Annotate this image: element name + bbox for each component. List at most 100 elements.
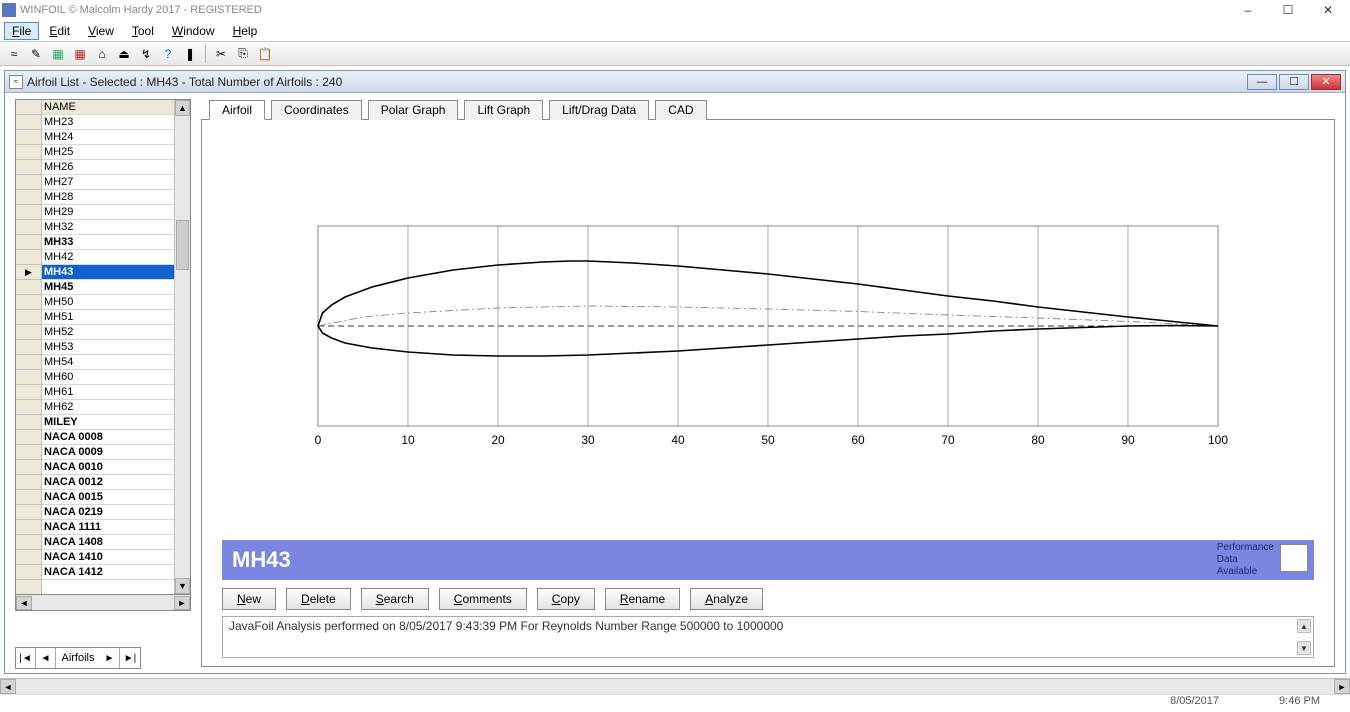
list-item[interactable]: MH52 [42, 325, 174, 340]
mdi-maximize-button[interactable]: ☐ [1279, 74, 1309, 90]
list-horizontal-scrollbar[interactable]: ◄ ► [15, 595, 191, 611]
list-item[interactable]: MH23 [42, 115, 174, 130]
nav-prev-button[interactable]: ◄ [36, 648, 56, 668]
list-item[interactable]: NACA 0009 [42, 445, 174, 460]
list-item[interactable]: MH29 [42, 205, 174, 220]
status-scroll-up[interactable]: ▲ [1297, 619, 1311, 633]
new-button[interactable]: New [222, 588, 276, 610]
status-textbox: JavaFoil Analysis performed on 8/05/2017… [222, 616, 1314, 658]
list-item[interactable]: MH45 [42, 280, 174, 295]
list-item[interactable]: MH27 [42, 175, 174, 190]
toolbar-copy-button[interactable]: ⎘ [233, 44, 253, 64]
nav-first-button[interactable]: |◄ [16, 648, 36, 668]
list-item[interactable]: MH60 [42, 370, 174, 385]
toolbar-paste-button[interactable]: 📋 [255, 44, 275, 64]
list-item[interactable]: MH61 [42, 385, 174, 400]
mdi-minimize-button[interactable]: — [1247, 74, 1277, 90]
list-item[interactable]: NACA 1412 [42, 565, 174, 580]
nav-last-button[interactable]: ►| [120, 648, 140, 668]
list-item[interactable]: MH53 [42, 340, 174, 355]
list-item[interactable]: MH51 [42, 310, 174, 325]
menu-view[interactable]: View [80, 22, 122, 40]
airfoil-list[interactable]: ▶ NAMEMH23MH24MH25MH26MH27MH28MH29MH32MH… [15, 99, 191, 595]
toolbar-button-5[interactable]: ⌂ [92, 44, 112, 64]
list-vertical-scrollbar[interactable]: ▲ ▼ [174, 100, 190, 594]
list-item[interactable]: MILEY [42, 415, 174, 430]
mdi-icon: ≈ [9, 75, 23, 89]
toolbar-button-1[interactable]: ≈ [4, 44, 24, 64]
list-item[interactable]: NACA 0008 [42, 430, 174, 445]
list-item[interactable]: MH33 [42, 235, 174, 250]
mdi-close-button[interactable]: ✕ [1311, 74, 1341, 90]
tab-coordinates[interactable]: Coordinates [271, 100, 362, 120]
tabs: Airfoil Coordinates Polar GraphLift Graph L… [201, 99, 1335, 119]
comments-button[interactable]: Comments [439, 588, 527, 610]
tab-airfoil[interactable]: Airfoil [209, 100, 265, 120]
svg-text:0: 0 [315, 433, 322, 447]
list-item[interactable]: NACA 0012 [42, 475, 174, 490]
tab-lift-graph[interactable]: Lift Graph [464, 100, 543, 120]
airfoil-banner: MH43 Performance Data Available [222, 540, 1314, 580]
analyze-button[interactable]: Analyze [690, 588, 763, 610]
tab-cad[interactable]: CAD [655, 100, 706, 120]
list-item[interactable]: MH42 [42, 250, 174, 265]
list-item[interactable]: NACA 0010 [42, 460, 174, 475]
toolbar-button-9[interactable]: ❚ [180, 44, 200, 64]
list-item[interactable]: MH32 [42, 220, 174, 235]
list-item[interactable]: NACA 1408 [42, 535, 174, 550]
tab-lift-drag-data[interactable]: Lift/Drag Data [549, 100, 649, 120]
page-horizontal-scrollbar[interactable]: ◄ ► [0, 678, 1350, 694]
menu-help[interactable]: Help [225, 22, 266, 40]
airfoil-plot: 0102030405060708090100 [288, 206, 1248, 456]
nav-next-button[interactable]: ► [100, 648, 120, 668]
menu-window[interactable]: Window [164, 22, 223, 40]
airfoil-chart: 0102030405060708090100 [222, 130, 1314, 532]
action-buttons: New Delete Search Comments Copy Rename A… [222, 588, 1314, 610]
toolbar-cut-button[interactable]: ✂ [211, 44, 231, 64]
menu-edit[interactable]: Edit [41, 22, 78, 40]
list-item[interactable]: MH62 [42, 400, 174, 415]
window-close-button[interactable]: ✕ [1308, 1, 1348, 19]
status-scroll-down[interactable]: ▼ [1297, 641, 1311, 655]
scroll-up-arrow[interactable]: ▲ [175, 100, 190, 116]
toolbar-button-7[interactable]: ↯ [136, 44, 156, 64]
tab-polar-graph[interactable]: Polar Graph [368, 100, 459, 120]
list-item[interactable]: MH24 [42, 130, 174, 145]
list-item[interactable]: MH25 [42, 145, 174, 160]
list-item[interactable]: MH28 [42, 190, 174, 205]
svg-text:90: 90 [1121, 433, 1135, 447]
page-scroll-left[interactable]: ◄ [0, 679, 16, 694]
toolbar-button-6[interactable]: ⏏ [114, 44, 134, 64]
hscroll-right-arrow[interactable]: ► [174, 596, 190, 610]
toolbar-button-2[interactable]: ✎ [26, 44, 46, 64]
menu-tool[interactable]: Tool [124, 22, 162, 40]
statusbar: 8/05/2017 9:46 PM [0, 694, 1350, 712]
list-item[interactable]: MH50 [42, 295, 174, 310]
toolbar-button-3[interactable]: ▦ [48, 44, 68, 64]
page-scroll-right[interactable]: ► [1334, 679, 1350, 694]
list-item[interactable]: NACA 1410 [42, 550, 174, 565]
copy-button[interactable]: Copy [537, 588, 595, 610]
list-item[interactable]: NACA 1111 [42, 520, 174, 535]
toolbar-button-8[interactable]: ? [158, 44, 178, 64]
scroll-down-arrow[interactable]: ▼ [175, 578, 190, 594]
toolbar-button-4[interactable]: ▦ [70, 44, 90, 64]
mdi-titlebar: ≈ Airfoil List - Selected : MH43 - Total… [5, 71, 1345, 93]
list-item[interactable]: NACA 0219 [42, 505, 174, 520]
list-item[interactable]: MH43 [42, 265, 174, 280]
rename-button[interactable]: Rename [605, 588, 680, 610]
scroll-thumb[interactable] [176, 220, 189, 270]
list-item[interactable]: MH26 [42, 160, 174, 175]
list-item[interactable]: MH54 [42, 355, 174, 370]
airfoil-list-window: ≈ Airfoil List - Selected : MH43 - Total… [4, 70, 1346, 674]
svg-text:60: 60 [851, 433, 865, 447]
window-minimize-button[interactable]: – [1228, 1, 1268, 19]
list-item[interactable]: NACA 0015 [42, 490, 174, 505]
statusbar-date: 8/05/2017 [1170, 695, 1219, 712]
hscroll-left-arrow[interactable]: ◄ [16, 596, 32, 610]
menubar: FileEditViewToolWindowHelp [0, 20, 1350, 42]
menu-file[interactable]: File [4, 22, 39, 40]
delete-button[interactable]: Delete [286, 588, 351, 610]
search-button[interactable]: Search [361, 588, 429, 610]
window-maximize-button[interactable]: ☐ [1268, 1, 1308, 19]
